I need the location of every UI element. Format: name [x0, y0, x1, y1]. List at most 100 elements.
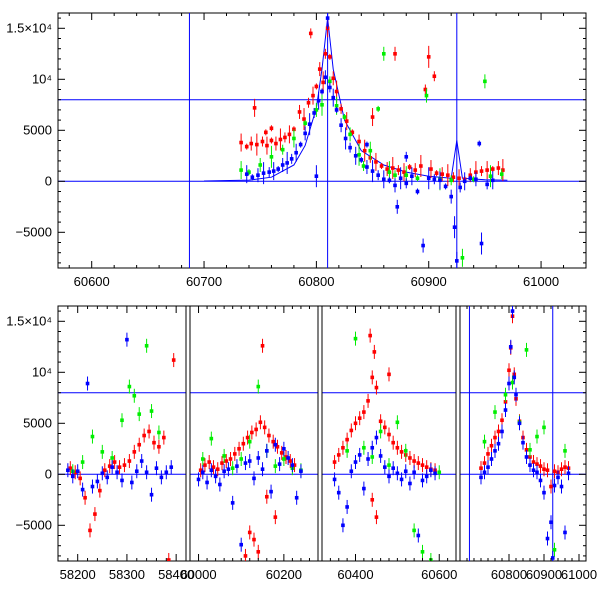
- red-data-point: [334, 89, 339, 94]
- red-data-point: [451, 175, 456, 180]
- blue-data-point: [154, 466, 159, 470]
- blue-data-point: [438, 178, 442, 183]
- green-data-point: [132, 393, 137, 398]
- blue-data-point: [507, 381, 511, 386]
- blue-data-point: [399, 477, 404, 482]
- blue-data-point: [331, 95, 336, 100]
- y-tick-label: 1.5×10⁴: [6, 313, 52, 328]
- red-data-point: [339, 107, 343, 111]
- y-tick-label: 10⁴: [32, 364, 52, 379]
- blue-data-point: [521, 440, 525, 445]
- red-data-point: [474, 170, 478, 174]
- green-data-point: [488, 174, 493, 178]
- green-data-point: [144, 343, 149, 348]
- green-data-point: [342, 115, 347, 119]
- blue-data-point: [489, 457, 494, 461]
- x-tick-label: 60000: [180, 567, 216, 582]
- blue-data-point: [348, 145, 352, 150]
- green-data-point: [230, 466, 235, 470]
- blue-data-point: [429, 468, 433, 473]
- top-panel: 60600 60700 60800 60900 61000 −5000 0 5000 10⁴ 1.…: [6, 12, 587, 289]
- green-data-point: [247, 170, 251, 174]
- axis-break-gap: [456, 307, 460, 560]
- red-data-point: [250, 430, 254, 435]
- blue-data-point: [550, 556, 555, 560]
- red-data-point: [500, 418, 504, 423]
- blue-data-point: [239, 542, 243, 547]
- green-data-point: [280, 147, 285, 152]
- blue-data-point: [474, 177, 478, 182]
- red-data-point: [292, 127, 296, 132]
- red-data-point: [308, 31, 313, 36]
- blue-data-point: [359, 158, 364, 162]
- green-data-point: [90, 434, 95, 439]
- x-tick-label: 58300: [109, 567, 145, 582]
- blue-data-point: [393, 183, 397, 188]
- red-data-point: [317, 67, 322, 71]
- blue-data-point: [230, 501, 235, 505]
- blue-data-point: [328, 85, 332, 90]
- blue-data-point: [549, 520, 553, 525]
- blue-data-point: [196, 477, 201, 482]
- blue-data-point: [294, 495, 299, 500]
- green-data-point: [412, 528, 416, 533]
- red-data-point: [157, 444, 161, 449]
- red-data-point: [93, 512, 97, 516]
- red-data-point: [370, 498, 375, 502]
- red-data-point: [314, 84, 319, 89]
- blue-data-point: [552, 483, 557, 488]
- red-data-point: [271, 439, 275, 444]
- blue-data-point: [452, 225, 457, 229]
- blue-data-point: [387, 178, 392, 183]
- blue-data-point: [403, 469, 408, 474]
- red-data-point: [378, 419, 383, 424]
- blue-data-point: [341, 523, 345, 528]
- red-data-point: [385, 167, 389, 171]
- red-data-point: [112, 460, 117, 464]
- x-tick-label: 60200: [266, 567, 302, 582]
- blue-data-point: [276, 167, 280, 171]
- green-data-point: [528, 448, 532, 452]
- red-data-point: [353, 421, 358, 426]
- blue-data-point: [535, 470, 539, 475]
- red-data-point: [328, 55, 332, 59]
- red-data-point: [233, 452, 237, 456]
- red-data-point: [370, 115, 375, 119]
- red-data-point: [203, 463, 207, 467]
- red-data-point: [559, 467, 564, 471]
- blue-data-point: [323, 75, 328, 80]
- red-data-point: [490, 167, 495, 171]
- blue-data-point: [256, 173, 260, 177]
- red-data-point: [336, 453, 341, 457]
- blue-data-point: [213, 474, 218, 479]
- red-data-point: [260, 343, 265, 348]
- blue-data-point: [125, 337, 129, 342]
- blue-data-point: [398, 176, 403, 181]
- green-data-point: [328, 79, 332, 84]
- red-data-point: [393, 52, 397, 56]
- blue-data-point: [410, 174, 414, 178]
- blue-data-point: [252, 476, 256, 481]
- green-data-point: [403, 449, 408, 453]
- green-data-point: [535, 434, 539, 439]
- red-data-point: [88, 528, 92, 533]
- green-data-point: [320, 103, 324, 107]
- blue-data-point: [307, 122, 312, 126]
- green-data-point: [499, 172, 504, 176]
- red-data-point: [241, 441, 246, 446]
- green-data-point: [110, 456, 114, 460]
- red-data-point: [166, 558, 171, 561]
- blue-data-point: [320, 89, 324, 94]
- green-data-point: [368, 148, 373, 153]
- blue-data-point: [404, 155, 409, 159]
- red-data-point: [256, 550, 261, 554]
- red-data-point: [311, 93, 315, 98]
- y-tick-label: 0: [45, 466, 52, 481]
- red-data-point: [122, 463, 127, 467]
- blue-data-point: [391, 466, 395, 470]
- green-data-point: [483, 79, 487, 84]
- red-data-point: [357, 416, 362, 420]
- blue-data-point: [110, 465, 114, 469]
- blue-data-point: [416, 533, 421, 538]
